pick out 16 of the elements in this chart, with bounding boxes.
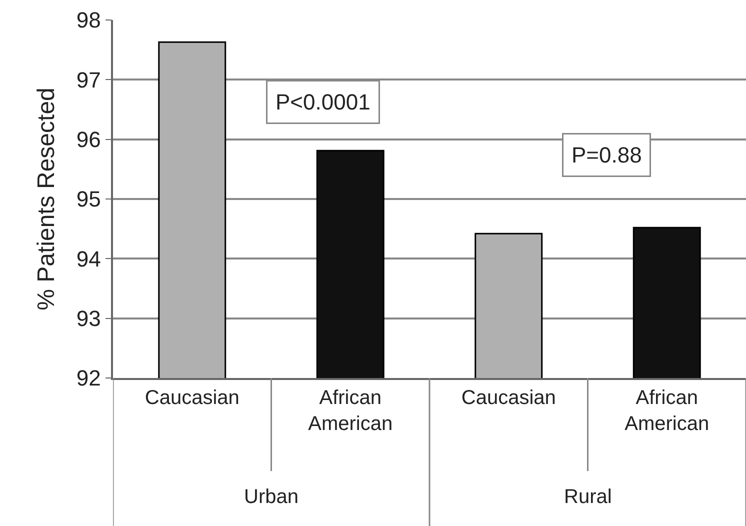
x-tick-label: Caucasian [461, 386, 556, 409]
y-axis-title: % Patients Resected [32, 88, 60, 310]
y-tick-label: 93 [76, 306, 101, 332]
y-tick-label: 98 [76, 8, 101, 33]
x-tick-label: African American [624, 386, 710, 435]
text: Urban [244, 486, 298, 508]
y-tick-label: 96 [76, 127, 101, 152]
y-tick-label: 92 [76, 366, 101, 391]
x-tick-label: Caucasian [144, 386, 240, 409]
x-tick-label: African American [308, 386, 393, 435]
annotation: P<0.0001 [276, 90, 370, 114]
text: Rural [564, 486, 612, 508]
y-tick-label: 97 [76, 67, 101, 92]
y-tick-label: 95 [76, 186, 101, 212]
y-tick-label: 94 [76, 246, 101, 272]
annotation: P=0.88 [572, 142, 642, 168]
